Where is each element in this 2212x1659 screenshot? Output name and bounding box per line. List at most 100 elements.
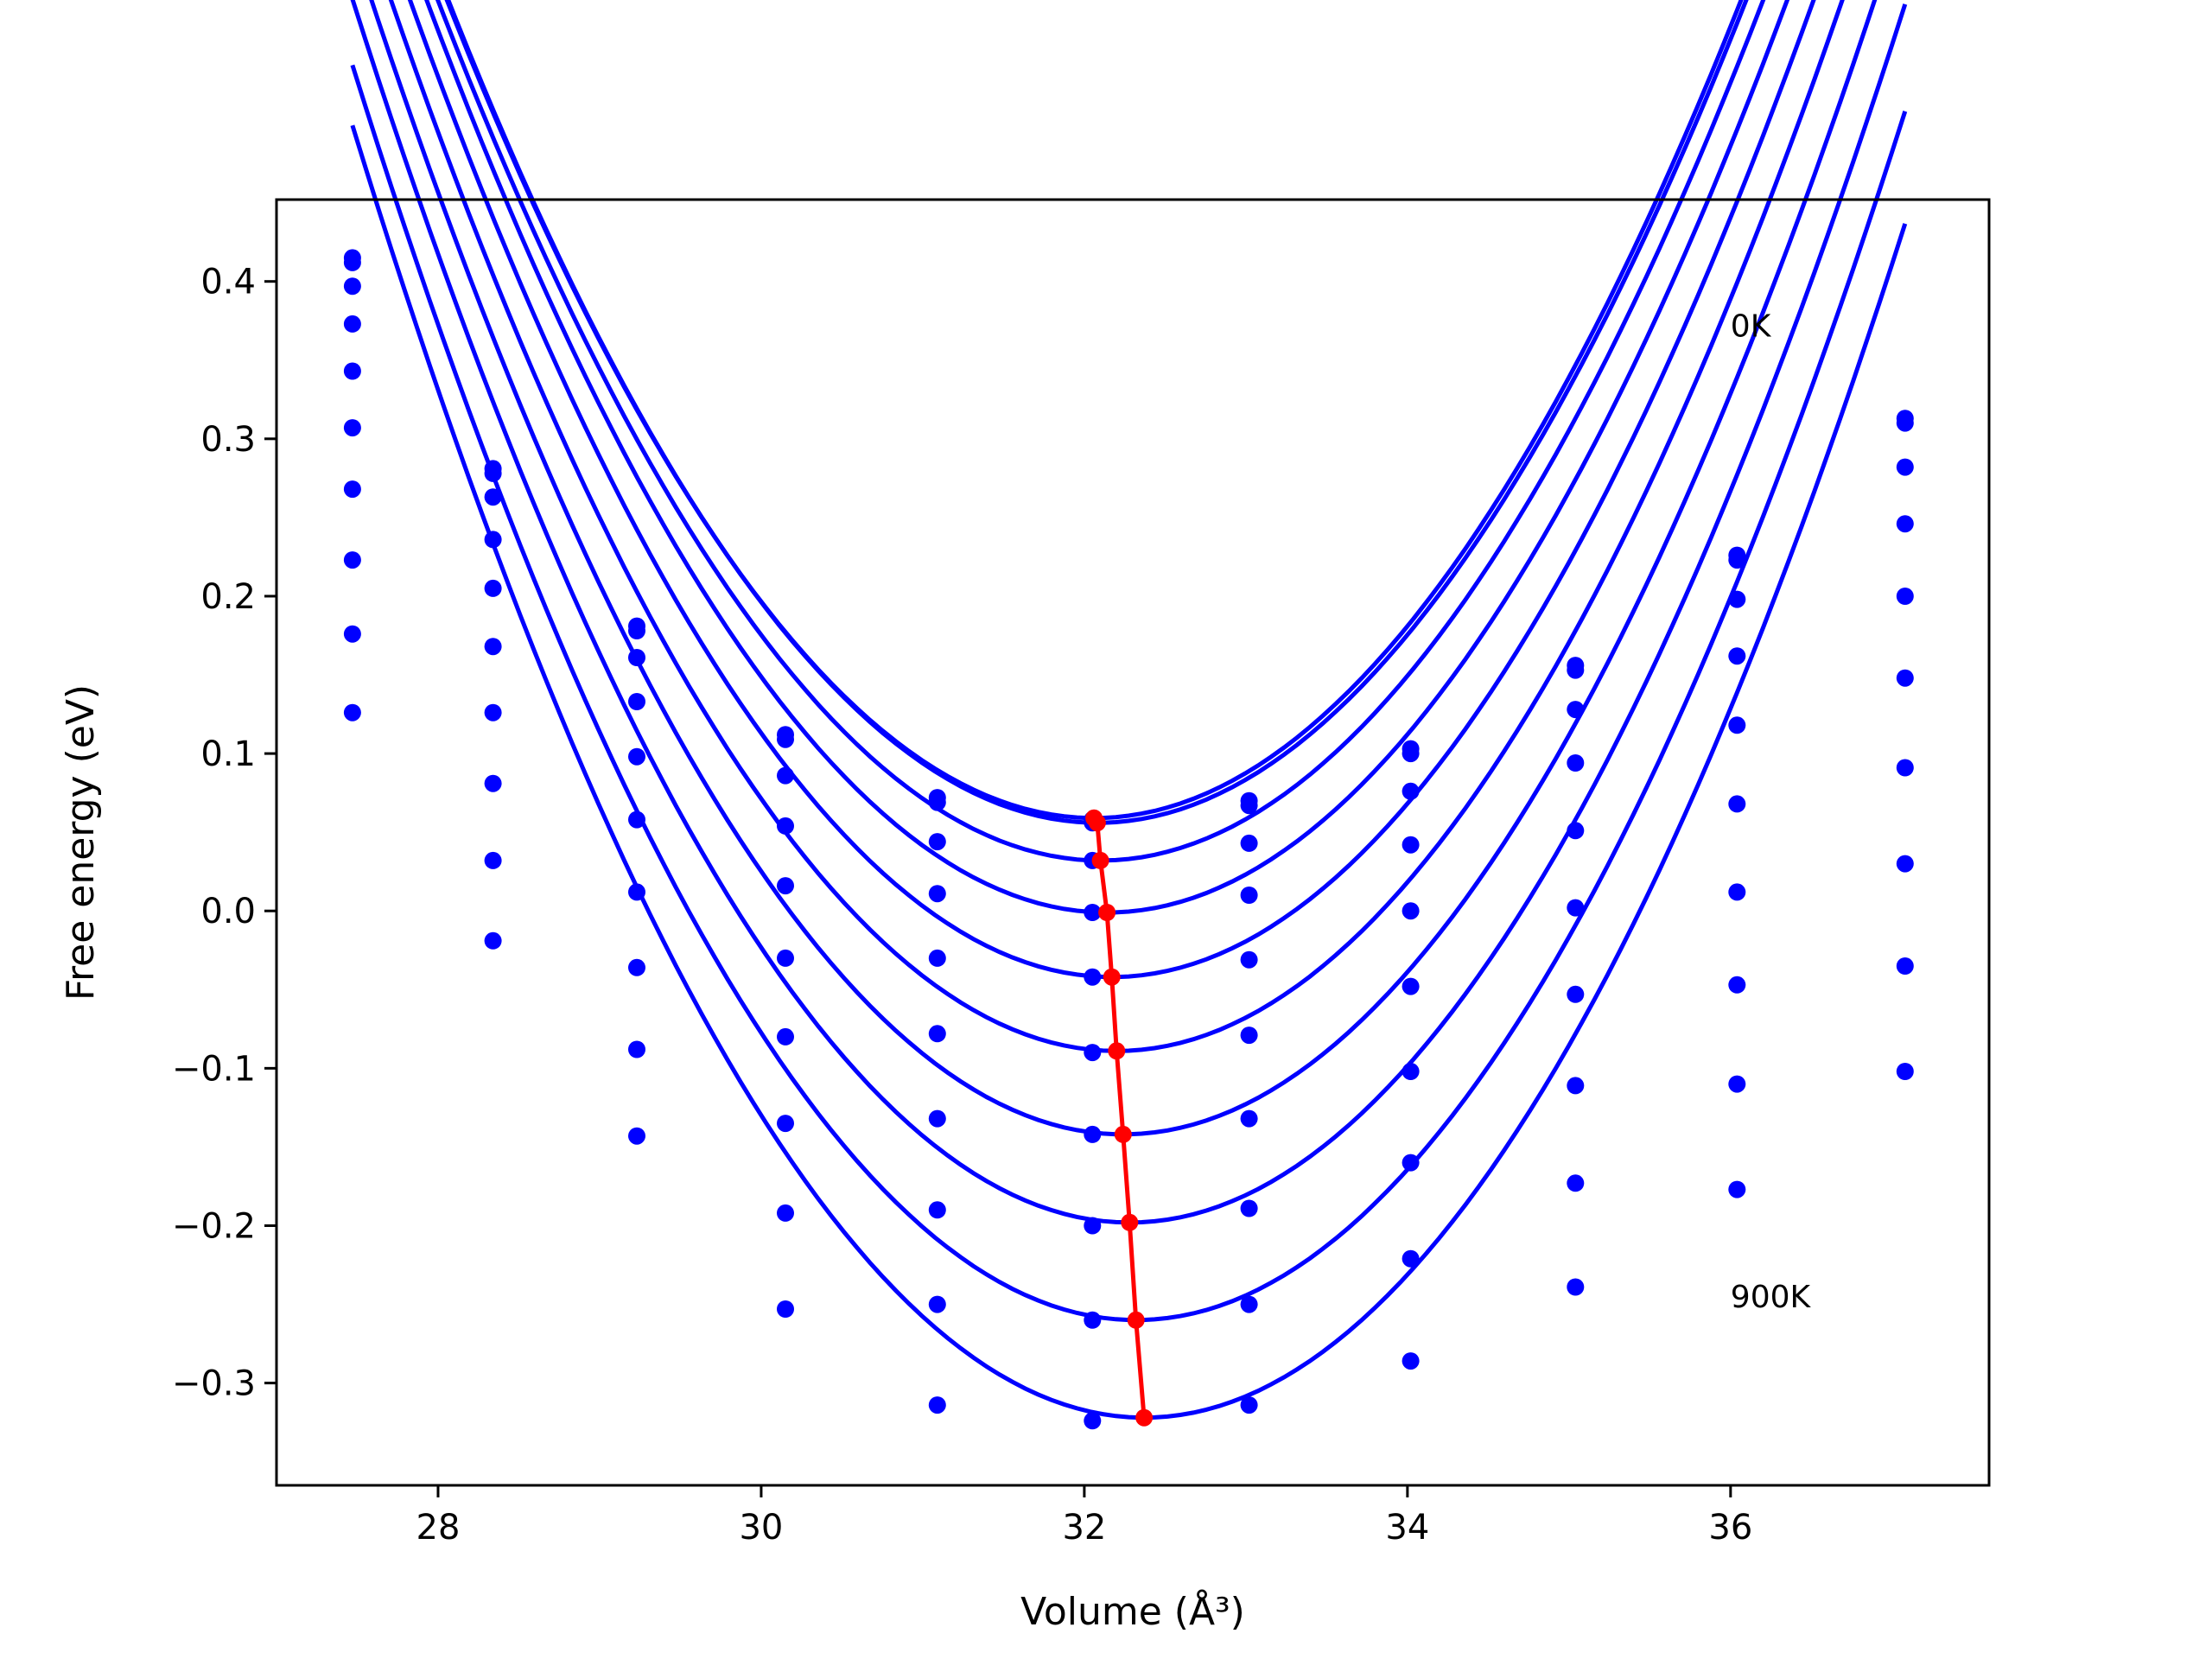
x-tick-label: 28 (416, 1508, 461, 1548)
data-point (1728, 976, 1746, 994)
data-point (1402, 977, 1420, 995)
data-point (628, 622, 645, 639)
data-point (1896, 855, 1914, 873)
minimum-point (1127, 1311, 1145, 1329)
data-point (1084, 904, 1102, 921)
data-point (1728, 883, 1746, 901)
data-point (1402, 902, 1420, 920)
data-point (1728, 551, 1746, 569)
data-point (484, 579, 502, 597)
data-point (1567, 701, 1585, 719)
data-point (1402, 782, 1420, 800)
data-point (1896, 458, 1914, 476)
data-point (343, 253, 361, 271)
data-point (1240, 1109, 1258, 1128)
data-point (628, 649, 645, 666)
data-point (1240, 834, 1258, 852)
data-point (1896, 1063, 1914, 1080)
data-point (928, 885, 946, 903)
data-point (343, 625, 361, 643)
data-point (928, 1396, 946, 1414)
data-point (777, 730, 794, 748)
data-point (1567, 1278, 1585, 1296)
data-point (1896, 957, 1914, 975)
data-point (1240, 950, 1258, 969)
data-point (628, 1040, 645, 1058)
data-point (1084, 1044, 1102, 1062)
minima-layer (1085, 809, 1154, 1427)
y-tick-label: 0.4 (200, 263, 256, 302)
data-point (928, 949, 946, 967)
data-point (343, 315, 361, 333)
data-point (1728, 795, 1746, 813)
annotations-layer: 0K 900K (1731, 309, 1812, 1316)
x-tick-label: 32 (1062, 1508, 1106, 1548)
data-point (628, 958, 645, 976)
y-tick-label: 0.2 (200, 577, 256, 617)
minimum-point (1135, 1408, 1154, 1427)
fit-curve-5 (388, 0, 1845, 1053)
data-point (1402, 1063, 1420, 1080)
data-point (777, 949, 794, 967)
data-point (628, 747, 645, 766)
y-tick-label: −0.3 (172, 1364, 256, 1404)
x-tick-label: 34 (1385, 1508, 1429, 1548)
y-tick-label: 0.3 (200, 420, 256, 460)
data-point (1567, 754, 1585, 772)
data-point (484, 531, 502, 549)
data-point (777, 1204, 794, 1222)
data-point (1728, 590, 1746, 608)
data-point (777, 817, 794, 835)
data-point (1240, 1295, 1258, 1313)
data-point (484, 774, 502, 792)
y-tick-label: 0.0 (200, 892, 256, 931)
data-point (1728, 647, 1746, 665)
x-tick-label: 36 (1708, 1508, 1752, 1548)
data-point (1240, 1199, 1258, 1217)
data-point (343, 480, 361, 499)
data-point (1896, 759, 1914, 777)
data-point (628, 693, 645, 710)
data-point (484, 464, 502, 482)
minima-line (1092, 817, 1147, 1418)
data-point (343, 703, 361, 721)
minimum-point (1103, 968, 1121, 986)
fit-curve-3 (424, 0, 1790, 915)
data-point (1240, 887, 1258, 904)
data-point (1896, 515, 1914, 533)
data-point (628, 883, 645, 901)
minimum-point (1114, 1125, 1132, 1143)
data-point (928, 793, 946, 811)
data-point (1728, 1075, 1746, 1093)
data-point (1240, 797, 1258, 815)
data-point (1896, 414, 1914, 432)
data-point (484, 488, 502, 506)
minimum-point (1088, 814, 1106, 832)
data-point (1402, 1249, 1420, 1268)
data-point (484, 851, 502, 869)
minimum-point (1091, 851, 1109, 869)
data-point (777, 1115, 794, 1133)
fit-curve-4 (407, 0, 1816, 980)
minimum-point (1098, 904, 1116, 921)
data-point (1084, 1217, 1102, 1235)
data-point (484, 638, 502, 656)
fit-curve-9 (350, 124, 1908, 1421)
data-point (777, 1027, 794, 1046)
data-point (1402, 745, 1420, 763)
data-point (1402, 1154, 1420, 1172)
data-point (777, 766, 794, 785)
fit-curve-1 (446, 0, 1749, 825)
data-point (928, 833, 946, 851)
data-point (777, 1300, 794, 1318)
data-point (628, 810, 645, 829)
y-tick-label: −0.1 (172, 1049, 256, 1089)
data-point (1084, 968, 1102, 986)
fit-curve-2 (435, 0, 1766, 863)
data-point (1567, 1077, 1585, 1095)
data-point (343, 362, 361, 380)
minimum-point (1121, 1213, 1139, 1231)
data-point (777, 877, 794, 895)
